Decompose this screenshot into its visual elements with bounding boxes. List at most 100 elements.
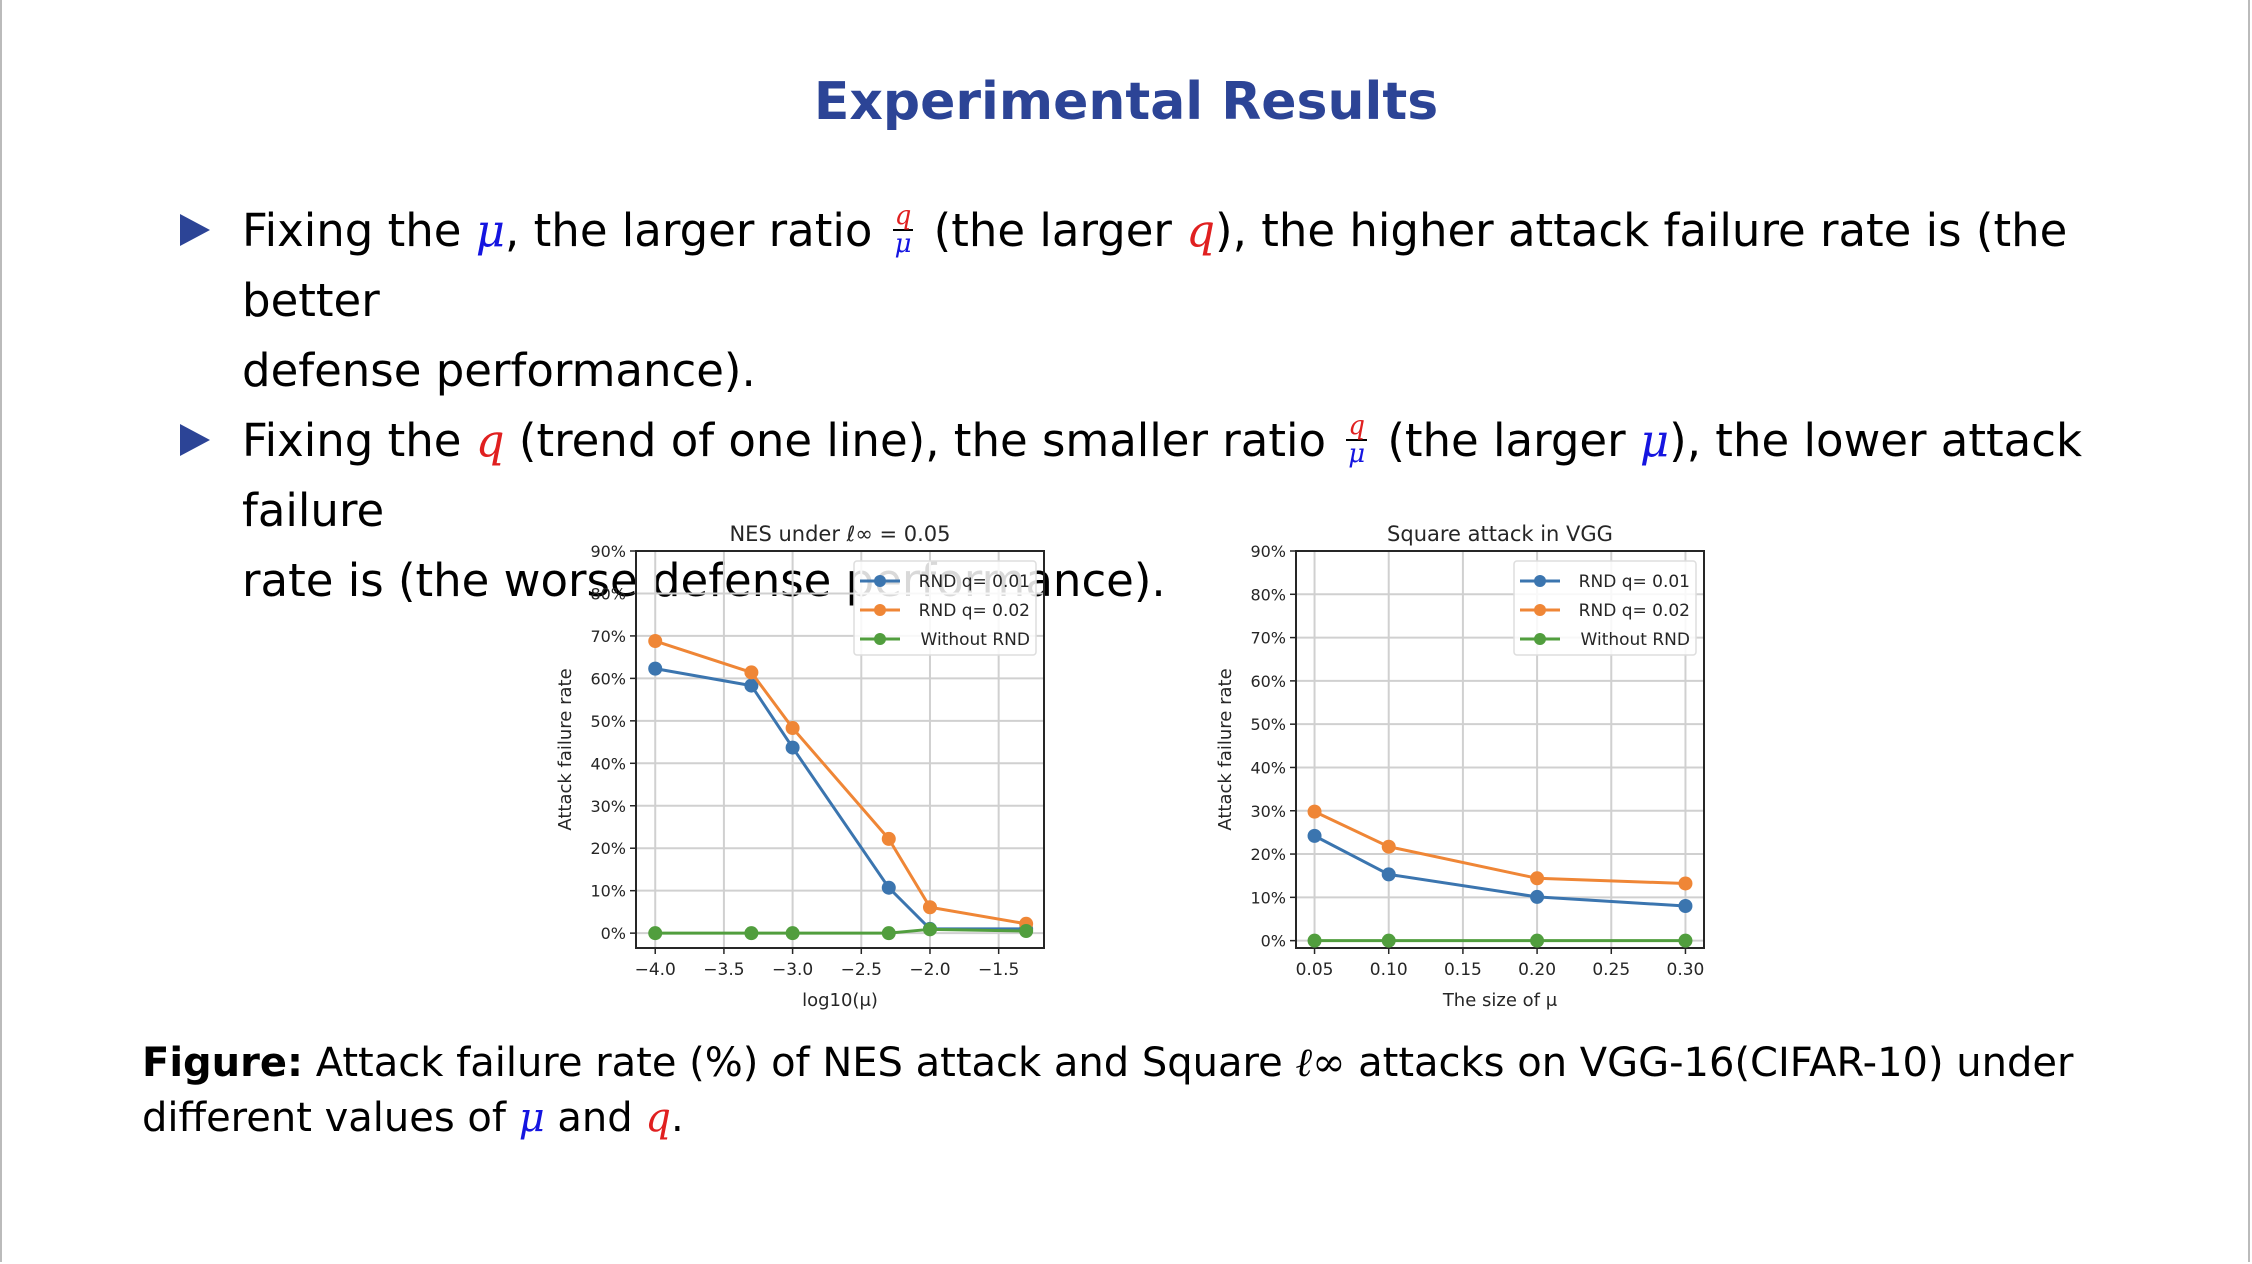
data-point <box>881 880 896 895</box>
data-point <box>1678 933 1693 948</box>
caption-text: different values of <box>142 1095 519 1141</box>
legend-marker-icon <box>874 633 886 645</box>
data-point <box>648 661 663 676</box>
x-tick-label: −1.5 <box>978 960 1019 980</box>
x-tick-label: −3.5 <box>703 960 744 980</box>
fraction-denominator: μ <box>894 229 912 259</box>
chart-square-attack: Square attack in VGG 0% 10% 20% 30% 40% 50% 60%… <box>1215 522 1705 1011</box>
legend-label: Without RND <box>1581 630 1690 650</box>
y-tick-label: 10% <box>1250 888 1286 907</box>
caption-label: Figure: <box>142 1040 303 1086</box>
math-q: q <box>1186 204 1216 257</box>
y-tick-label: 90% <box>590 542 626 561</box>
y-tick-label: 60% <box>590 669 626 688</box>
y-tick-label: 0% <box>1261 932 1286 951</box>
y-tick-label: 40% <box>1250 758 1286 777</box>
caption-text: . <box>670 1095 684 1141</box>
data-point <box>1019 924 1034 939</box>
bullet-text: ), the higher attack failure rate is (th… <box>242 204 2068 327</box>
data-point <box>922 900 937 915</box>
fraction-numerator: q <box>892 201 914 231</box>
chart-legend: RND q= 0.01 RND q= 0.02 Without RND <box>1513 560 1697 656</box>
data-point <box>1530 871 1545 886</box>
data-point <box>648 926 663 941</box>
data-point <box>1307 933 1322 948</box>
fraction-numerator: q <box>1346 411 1368 441</box>
bullet-text: (the larger <box>919 204 1187 257</box>
legend-marker-icon <box>874 604 886 616</box>
math-mu: μ <box>1639 414 1670 467</box>
x-tick-label: 0.05 <box>1296 960 1334 980</box>
legend-box <box>1513 560 1697 656</box>
y-tick-label: 20% <box>1250 845 1286 864</box>
data-point <box>1307 828 1322 843</box>
y-tick-label: 50% <box>1250 715 1286 734</box>
y-tick-label: 0% <box>601 924 626 943</box>
x-axis-label: log10(μ) <box>802 990 878 1011</box>
data-point <box>785 721 800 736</box>
data-point <box>1678 899 1693 914</box>
slide-title: Experimental Results <box>813 72 1439 132</box>
y-tick-label: 90% <box>1250 542 1286 561</box>
math-q: q <box>645 1095 671 1141</box>
data-point <box>1678 876 1693 891</box>
bullet-text: defense performance). <box>242 344 756 397</box>
y-tick-label: 60% <box>1250 672 1286 691</box>
y-tick-label: 20% <box>590 839 626 858</box>
legend-marker-icon <box>1534 633 1546 645</box>
y-tick-label: 80% <box>1250 585 1286 604</box>
x-tick-label: −3.0 <box>772 960 813 980</box>
y-tick-label: 70% <box>590 627 626 646</box>
chart-nes: NES under ℓ∞ = 0.05 0% 10% 20% 30% 40% 50% 60% 7… <box>555 522 1045 1011</box>
chart-title: Square attack in VGG <box>1387 522 1613 546</box>
legend-label: RND q= 0.02 <box>919 601 1030 621</box>
data-point <box>1307 804 1322 819</box>
y-tick-label: 30% <box>1250 802 1286 821</box>
data-point <box>881 926 896 941</box>
y-tick-label: 40% <box>590 754 626 773</box>
series-line <box>655 927 1027 935</box>
data-point <box>744 665 759 680</box>
data-point <box>922 922 937 937</box>
figure-caption: Figure: Attack failure rate (%) of NES a… <box>142 1036 2142 1146</box>
chart-title: NES under ℓ∞ = 0.05 <box>729 522 950 546</box>
x-tick-label: −4.0 <box>635 960 676 980</box>
legend-marker-icon <box>1534 604 1546 616</box>
x-tick-label: 0.10 <box>1370 960 1408 980</box>
caption-text: and <box>544 1095 646 1141</box>
x-tick-label: 0.30 <box>1667 960 1705 980</box>
bullet-text: (trend of one line), the smaller ratio <box>504 414 1341 467</box>
data-point <box>1530 889 1545 904</box>
y-tick-label: 70% <box>1250 629 1286 648</box>
data-point <box>785 926 800 941</box>
legend-label: RND q= 0.01 <box>1579 572 1690 592</box>
data-point <box>744 926 759 941</box>
series-line <box>1313 834 1686 908</box>
triangle-bullet-icon <box>180 424 210 456</box>
math-q: q <box>475 414 505 467</box>
math-linf: ℓ∞ <box>1295 1040 1346 1086</box>
data-point <box>648 634 663 649</box>
bullet-text: , the larger ratio <box>505 204 887 257</box>
y-tick-label: 10% <box>590 882 626 901</box>
caption-text: Attack failure rate (%) of NES attack an… <box>303 1040 1296 1086</box>
x-tick-label: 0.25 <box>1592 960 1630 980</box>
y-tick-label: 30% <box>590 797 626 816</box>
legend-marker-icon <box>1534 575 1546 587</box>
plot-frame <box>635 550 1045 949</box>
x-axis-label: The size of μ <box>1442 990 1558 1011</box>
data-point <box>1381 867 1396 882</box>
data-point <box>785 740 800 755</box>
series-line <box>1313 810 1686 885</box>
legend-marker-icon <box>874 575 886 587</box>
data-point <box>881 831 896 846</box>
series-line <box>654 639 1027 926</box>
math-mu: μ <box>518 1095 545 1141</box>
triangle-bullet-icon <box>180 214 210 246</box>
y-tick-label: 80% <box>590 584 626 603</box>
